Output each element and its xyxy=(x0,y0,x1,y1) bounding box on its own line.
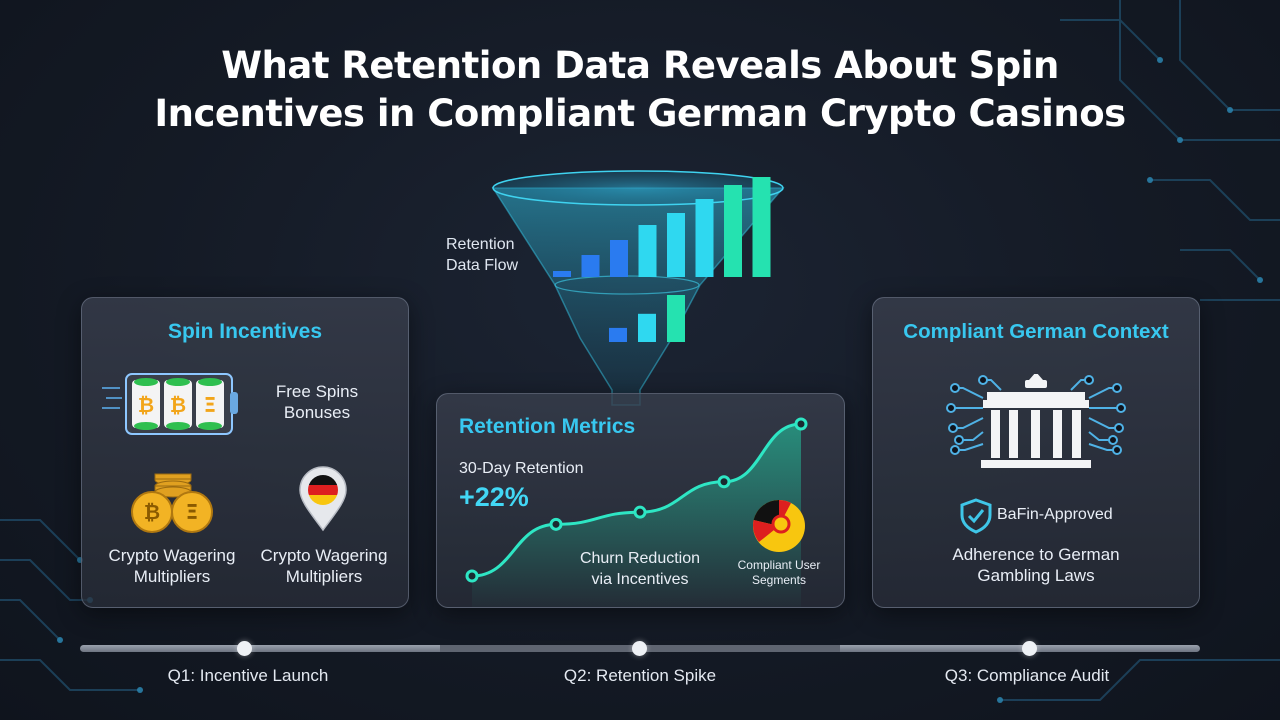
brandenburg-gate-icon xyxy=(946,374,1126,468)
churn-line-1: Churn Reduction xyxy=(579,550,701,567)
retention-metrics-card: Retention Metrics 30-Day Retention +22% … xyxy=(436,393,845,608)
coins-label-line-2: Multipliers xyxy=(133,567,211,586)
metric-label: 30-Day Retention xyxy=(459,460,584,477)
funnel-top-bar-4 xyxy=(638,225,657,277)
crypto-coins-icon: ₿ Ξ xyxy=(131,473,213,533)
shield-check-icon xyxy=(960,498,992,534)
free-spins-label: Free Spins Bonuses xyxy=(252,381,382,423)
retention-metrics-title: Retention Metrics xyxy=(459,415,636,438)
funnel-bottom-bar-1 xyxy=(609,327,627,342)
funnel-top-bar-1 xyxy=(553,271,571,277)
timeline-dot-q3 xyxy=(1022,641,1037,656)
free-spins-line-1: Free Spins xyxy=(275,382,359,401)
coin-symbol-2: Ξ xyxy=(186,500,199,524)
churn-line-2: via Incentives xyxy=(591,571,689,588)
segments-line-1: Compliant User xyxy=(737,558,821,572)
funnel-rim xyxy=(492,170,784,206)
timeline-label-q3: Q3: Compliance Audit xyxy=(944,666,1110,685)
title-line-2: Incentives in Compliant German Crypto Ca… xyxy=(154,92,1126,135)
curve-point-3 xyxy=(633,505,647,519)
funnel-top-bar-8 xyxy=(752,177,771,277)
free-spins-line-2: Bonuses xyxy=(283,403,351,422)
churn-label: Churn Reduction via Incentives xyxy=(565,548,715,590)
funnel-label: Retention Data Flow xyxy=(446,234,566,276)
german-segments-pie-icon xyxy=(753,499,805,552)
reel-symbol-2: ₿ xyxy=(170,393,186,417)
coins-label: Crypto Wagering Multipliers xyxy=(100,545,244,587)
segments-label: Compliant User Segments xyxy=(727,558,831,588)
law-label: Adherence to German Gambling Laws xyxy=(873,544,1199,586)
timeline-dot-q2 xyxy=(632,641,647,656)
funnel-top-bar-3 xyxy=(610,240,628,277)
pin-label-line-1: Crypto Wagering xyxy=(260,546,388,565)
pin-label-line-2: Multipliers xyxy=(285,567,363,586)
funnel-label-line-2: Data Flow xyxy=(446,257,519,274)
curve-point-5 xyxy=(794,417,808,431)
metric-value: +22% xyxy=(459,482,529,512)
law-line-2: Gambling Laws xyxy=(977,566,1095,585)
bafin-badge: BaFin-Approved xyxy=(997,506,1113,523)
reel-symbol-1: ₿ xyxy=(138,393,154,417)
curve-point-1 xyxy=(465,569,479,583)
slot-machine-icon: ₿ ₿ Ξ xyxy=(102,373,238,435)
spin-incentives-card: Spin Incentives ₿ ₿ Ξ Free Spins Bonuses xyxy=(81,297,409,608)
curve-point-4 xyxy=(717,475,731,489)
retention-curve-points xyxy=(465,417,808,583)
funnel-bottom-bar-2 xyxy=(638,313,656,342)
germany-location-pin-icon xyxy=(299,466,347,532)
timeline-dot-q1 xyxy=(237,641,252,656)
funnel-top-bars xyxy=(553,177,771,277)
coins-label-line-1: Crypto Wagering xyxy=(108,546,236,565)
curve-point-2 xyxy=(549,517,563,531)
timeline-label-q2: Q2: Retention Spike xyxy=(563,666,717,685)
reel-symbol-3: Ξ xyxy=(204,393,217,417)
retention-curve xyxy=(465,417,808,607)
timeline-label-q1: Q1: Incentive Launch xyxy=(167,666,329,685)
funnel-top-bar-7 xyxy=(724,185,742,277)
pin-label: Crypto Wagering Multipliers xyxy=(252,545,396,587)
funnel-top-bar-5 xyxy=(667,213,685,277)
law-line-1: Adherence to German xyxy=(952,545,1120,564)
page-title: What Retention Data Reveals About Spin I… xyxy=(0,42,1280,138)
funnel-top-bar-6 xyxy=(695,199,714,277)
segments-line-2: Segments xyxy=(751,573,807,587)
funnel-bottom-bars xyxy=(609,295,685,342)
spin-incentives-title: Spin Incentives xyxy=(167,320,323,343)
coin-symbol-1: ₿ xyxy=(144,500,160,524)
compliance-title: Compliant German Context xyxy=(903,320,1169,343)
funnel-bottom-bar-3 xyxy=(667,295,685,342)
funnel-top-bar-2 xyxy=(581,255,600,277)
compliance-card: Compliant German Context xyxy=(872,297,1200,608)
title-line-1: What Retention Data Reveals About Spin xyxy=(221,44,1059,87)
funnel-label-line-1: Retention xyxy=(446,236,515,253)
